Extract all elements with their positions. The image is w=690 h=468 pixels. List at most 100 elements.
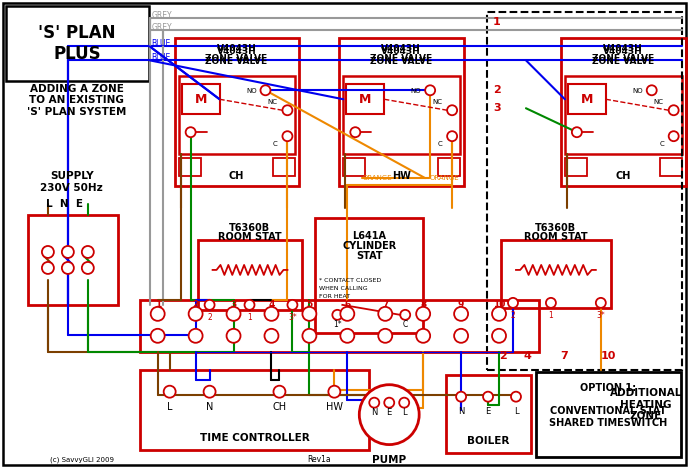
- Circle shape: [416, 307, 430, 321]
- Text: 9: 9: [458, 300, 464, 309]
- Text: 2: 2: [499, 351, 507, 361]
- Circle shape: [62, 262, 74, 274]
- Text: 7: 7: [560, 351, 568, 361]
- Circle shape: [244, 300, 255, 310]
- Circle shape: [82, 262, 94, 274]
- Text: GREY: GREY: [152, 11, 172, 20]
- Text: ORANGE: ORANGE: [362, 175, 392, 181]
- Text: ADDITIONAL
HEATING
ZONE: ADDITIONAL HEATING ZONE: [609, 388, 682, 421]
- Circle shape: [369, 398, 380, 408]
- Text: C: C: [273, 141, 278, 147]
- Circle shape: [454, 307, 468, 321]
- Text: V4043H: V4043H: [217, 44, 257, 53]
- Text: WHEN CALLING: WHEN CALLING: [319, 286, 368, 292]
- Circle shape: [492, 329, 506, 343]
- Text: 5: 5: [306, 300, 313, 309]
- Circle shape: [188, 307, 203, 321]
- Circle shape: [416, 329, 430, 343]
- Text: PUMP: PUMP: [372, 454, 406, 465]
- Text: BLUE: BLUE: [152, 53, 171, 62]
- Text: 7: 7: [382, 300, 388, 309]
- Circle shape: [572, 127, 582, 137]
- Circle shape: [302, 307, 317, 321]
- Circle shape: [340, 329, 354, 343]
- Circle shape: [546, 298, 556, 308]
- Text: 8: 8: [420, 300, 426, 309]
- Text: FOR HEAT: FOR HEAT: [319, 294, 351, 300]
- Circle shape: [150, 329, 165, 343]
- Circle shape: [333, 310, 342, 320]
- Text: HW: HW: [326, 402, 343, 412]
- Circle shape: [42, 246, 54, 258]
- Text: M: M: [195, 93, 207, 106]
- Text: NC: NC: [432, 99, 442, 105]
- Circle shape: [447, 131, 457, 141]
- Circle shape: [596, 298, 606, 308]
- Text: N: N: [206, 402, 213, 412]
- Text: 3: 3: [230, 300, 237, 309]
- Text: 'S' PLAN
PLUS: 'S' PLAN PLUS: [38, 24, 116, 63]
- Text: CH: CH: [273, 402, 286, 412]
- Circle shape: [205, 300, 215, 310]
- Text: C: C: [402, 320, 408, 329]
- Text: L: L: [513, 407, 518, 416]
- Circle shape: [384, 398, 394, 408]
- Circle shape: [447, 105, 457, 115]
- Circle shape: [378, 329, 392, 343]
- Text: 4: 4: [523, 351, 531, 361]
- Text: ROOM STAT: ROOM STAT: [524, 232, 588, 242]
- Text: L: L: [402, 408, 406, 417]
- Text: CH: CH: [615, 171, 631, 181]
- Text: 4: 4: [268, 300, 275, 309]
- Circle shape: [288, 300, 297, 310]
- Circle shape: [226, 307, 241, 321]
- Text: NC: NC: [268, 99, 277, 105]
- Text: BOILER: BOILER: [467, 436, 509, 446]
- Text: 1: 1: [155, 300, 161, 309]
- Circle shape: [359, 385, 420, 445]
- Circle shape: [669, 105, 679, 115]
- Text: (c) SavvyGLI 2009: (c) SavvyGLI 2009: [50, 456, 114, 463]
- Text: TIME CONTROLLER: TIME CONTROLLER: [199, 432, 309, 443]
- Circle shape: [340, 307, 354, 321]
- Circle shape: [62, 246, 74, 258]
- Text: STAT: STAT: [356, 251, 382, 261]
- Text: 6: 6: [344, 300, 351, 309]
- Text: V4043H
ZONE VALVE: V4043H ZONE VALVE: [206, 47, 268, 66]
- Text: * CONTACT CLOSED: * CONTACT CLOSED: [319, 278, 382, 284]
- Text: CYLINDER: CYLINDER: [342, 241, 396, 251]
- Circle shape: [282, 131, 293, 141]
- Text: T6360B: T6360B: [535, 223, 576, 233]
- Circle shape: [492, 307, 506, 321]
- Circle shape: [669, 131, 679, 141]
- Text: BLUE: BLUE: [152, 39, 171, 48]
- Text: V4043H: V4043H: [603, 44, 642, 53]
- Text: L  N  E: L N E: [46, 199, 83, 209]
- Circle shape: [508, 298, 518, 308]
- Text: NO: NO: [633, 88, 643, 94]
- Circle shape: [42, 262, 54, 274]
- Text: NO: NO: [411, 88, 422, 94]
- Circle shape: [264, 307, 279, 321]
- Circle shape: [261, 85, 270, 95]
- Text: ORANGE: ORANGE: [429, 175, 459, 181]
- Text: V4043H: V4043H: [382, 44, 421, 53]
- Circle shape: [188, 329, 203, 343]
- Circle shape: [264, 329, 279, 343]
- Circle shape: [186, 127, 196, 137]
- Text: HW: HW: [392, 171, 411, 181]
- Circle shape: [400, 398, 409, 408]
- Text: N: N: [458, 407, 464, 416]
- Text: SUPPLY
230V 50Hz: SUPPLY 230V 50Hz: [41, 171, 104, 193]
- Text: OPTION 1:

CONVENTIONAL STAT
SHARED TIMESWITCH: OPTION 1: CONVENTIONAL STAT SHARED TIMES…: [549, 383, 667, 428]
- Circle shape: [328, 386, 340, 398]
- Circle shape: [282, 105, 293, 115]
- Text: 3*: 3*: [288, 314, 297, 322]
- Circle shape: [647, 85, 657, 95]
- Text: V4043H
ZONE VALVE: V4043H ZONE VALVE: [370, 47, 432, 66]
- Text: N: N: [371, 408, 377, 417]
- Circle shape: [400, 310, 410, 320]
- Text: 10: 10: [601, 351, 616, 361]
- Circle shape: [483, 392, 493, 402]
- Text: C: C: [660, 141, 664, 147]
